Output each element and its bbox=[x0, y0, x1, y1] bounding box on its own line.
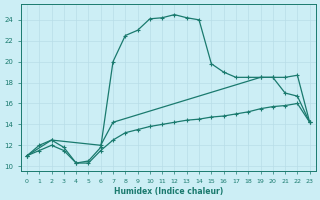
X-axis label: Humidex (Indice chaleur): Humidex (Indice chaleur) bbox=[114, 187, 223, 196]
